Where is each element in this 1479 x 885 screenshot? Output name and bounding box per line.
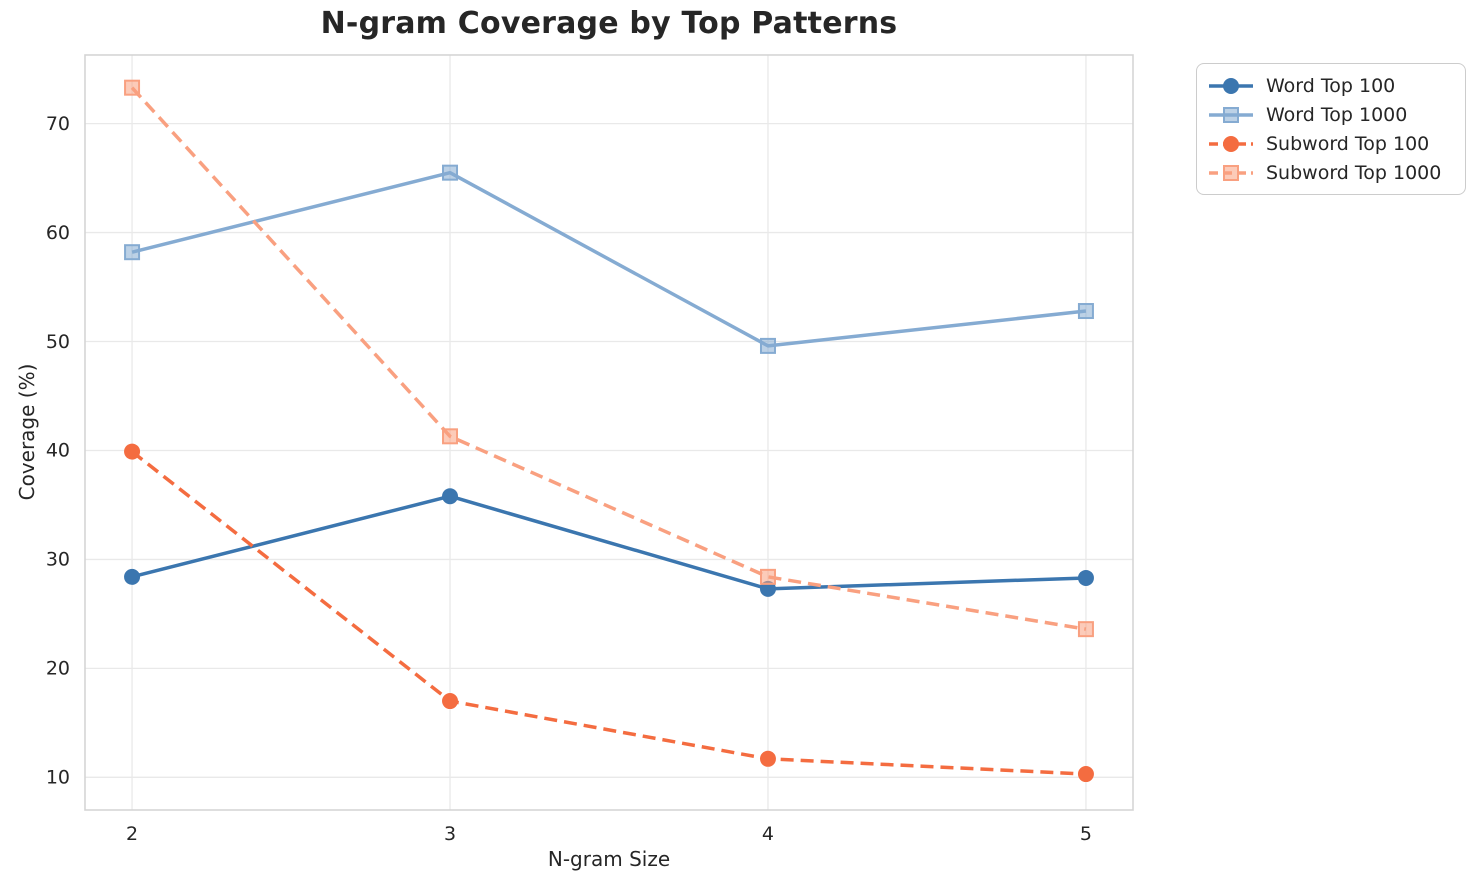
marker-subword-top-100 [124,443,141,460]
marker-subword-top-100 [1077,766,1094,783]
legend-marker [1223,164,1239,181]
legend-sample-subword-top-100 [1209,135,1253,152]
x-tick-label: 2 [126,823,138,845]
x-tick-label: 5 [1080,823,1092,845]
marker-word-top-100 [442,488,459,505]
y-tick-label: 50 [46,331,70,353]
legend-label: Word Top 100 [1266,74,1396,97]
series-line-subword-top-1000 [130,86,1087,631]
marker-subword-top-100 [442,693,459,710]
legend-marker [1223,135,1239,152]
marker-word-top-100 [1077,569,1094,586]
series-line-word-top-1000 [131,170,1087,348]
series-line-subword-top-100 [130,450,1087,776]
legend-marker [1223,77,1239,94]
x-tick-label: 3 [444,823,456,845]
legend-item-word-top-1000: Word Top 1000 [1207,100,1453,129]
legend-sample-word-top-1000 [1209,106,1253,123]
marker-subword-top-1000 [124,79,141,96]
y-tick-label: 60 [46,222,70,244]
legend-label: Subword Top 1000 [1266,161,1442,184]
x-tick-label: 4 [762,823,774,845]
chart-title: N-gram Coverage by Top Patterns [320,6,898,41]
marker-subword-top-1000 [442,428,459,445]
legend-sample-word-top-100 [1209,77,1253,94]
marker-word-top-1000 [1077,303,1094,320]
legend-item-word-top-100: Word Top 100 [1207,71,1453,100]
marker-subword-top-1000 [1077,621,1094,638]
marker-word-top-100 [124,568,141,585]
marker-word-top-1000 [759,337,776,354]
y-tick-label: 40 [46,440,70,462]
y-tick-label: 30 [46,549,70,571]
marker-word-top-1000 [124,244,141,261]
legend-label: Word Top 1000 [1266,103,1408,126]
marker-word-top-1000 [442,164,459,181]
legend-item-subword-top-100: Subword Top 100 [1207,129,1453,158]
marker-subword-top-100 [759,750,776,767]
marker-subword-top-1000 [759,568,776,585]
legend-item-subword-top-1000: Subword Top 1000 [1207,158,1453,187]
y-tick-label: 70 [46,113,70,135]
legend-sample-subword-top-1000 [1209,164,1253,181]
legend: Word Top 100 Word Top 1000 Subword Top 100… [1196,63,1466,195]
y-tick-label: 10 [46,767,70,789]
x-axis-label: N-gram Size [547,847,671,871]
legend-marker [1223,106,1239,123]
legend-label: Subword Top 100 [1266,132,1430,155]
series-line-word-top-100 [131,494,1087,591]
y-tick-label: 20 [46,658,70,680]
axes-border [84,54,1134,811]
